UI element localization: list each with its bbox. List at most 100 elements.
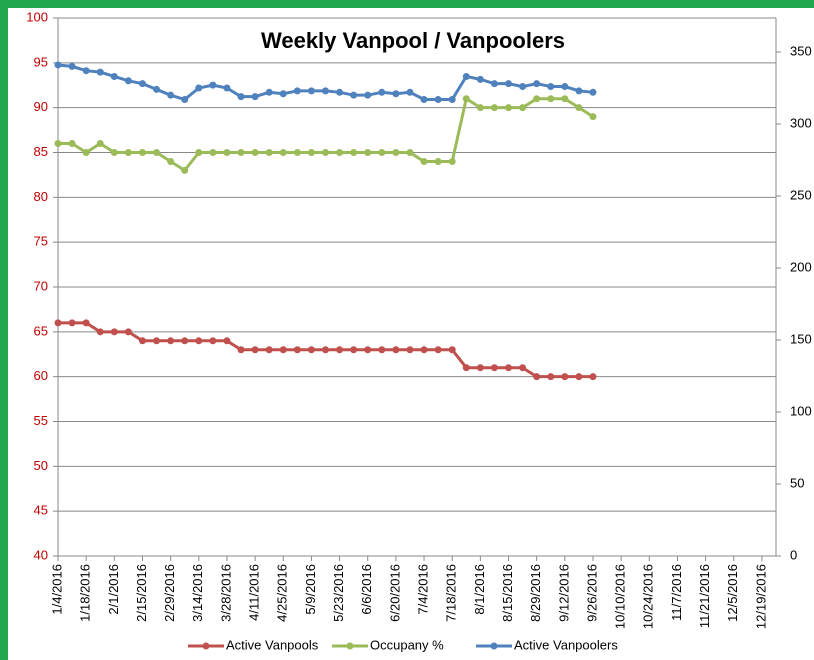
legend-label: Active Vanpools [226,637,319,652]
data-point [54,140,62,148]
data-point [110,328,118,336]
data-point [124,77,132,85]
data-point [392,149,400,156]
data-point [153,149,161,156]
x-tick-label: 7/18/2016 [444,564,459,622]
data-point [167,337,175,345]
y-tick-label: 85 [34,144,48,159]
x-tick-label: 8/15/2016 [500,564,515,622]
data-point [237,346,245,354]
legend-label: Active Vanpoolers [514,637,618,652]
y2-tick-label: 250 [790,187,812,202]
data-point [350,346,358,354]
data-point [533,95,541,103]
legend-marker [202,642,210,650]
data-point [519,104,527,112]
data-point [490,104,498,112]
data-point [68,140,76,148]
data-point [96,140,104,148]
data-point [350,91,358,99]
data-point [195,84,203,92]
y-tick-label: 40 [34,547,48,562]
data-point [589,113,597,121]
data-point [82,67,90,75]
data-point [392,90,400,98]
data-point [448,157,456,165]
data-point [54,61,62,69]
data-point [476,364,484,372]
y-tick-label: 90 [34,99,48,114]
data-point [321,149,329,156]
data-point [181,337,189,345]
data-point [533,80,541,88]
data-point [575,87,583,95]
y2-tick-label: 150 [790,331,812,346]
x-tick-label: 2/29/2016 [162,564,177,622]
x-tick-label: 11/21/2016 [697,564,712,628]
data-point [223,84,231,92]
data-point [307,346,315,354]
data-point [321,87,329,95]
data-point [138,337,146,345]
data-point [448,346,456,354]
data-point [589,373,597,381]
data-point [54,319,62,327]
y-tick-label: 65 [34,323,48,338]
data-point [223,149,231,156]
data-point [505,80,513,88]
x-tick-label: 10/24/2016 [641,564,656,629]
data-point [561,83,569,91]
legend-label: Occupany % [370,637,444,652]
data-point [561,95,569,103]
data-point [138,149,146,156]
data-point [167,91,175,99]
x-tick-label: 9/26/2016 [584,564,599,622]
data-point [448,96,456,104]
y2-tick-label: 100 [790,403,812,418]
data-point [82,149,90,156]
data-point [505,104,513,112]
y2-tick-label: 200 [790,259,812,274]
data-point [378,346,386,354]
data-point [462,95,470,103]
x-tick-label: 12/5/2016 [725,564,740,622]
x-tick-label: 3/28/2016 [218,564,233,622]
data-point [462,364,470,372]
data-point [420,157,428,165]
x-tick-label: 4/11/2016 [247,564,262,621]
data-point [533,373,541,381]
data-point [265,149,273,156]
data-point [406,346,414,354]
x-tick-label: 1/4/2016 [49,564,64,615]
data-point [561,373,569,381]
y-tick-label: 45 [34,503,48,518]
y-tick-label: 100 [26,9,48,24]
y-tick-label: 50 [34,458,48,473]
data-point [547,373,555,381]
data-point [350,149,358,156]
data-point [364,346,372,354]
data-point [251,93,259,101]
data-point [153,337,161,345]
data-point [336,88,344,96]
data-point [575,373,583,381]
data-point [96,328,104,336]
data-point [293,149,301,156]
data-point [406,149,414,156]
y-tick-label: 55 [34,413,48,428]
x-tick-label: 2/15/2016 [134,564,149,622]
data-point [237,149,245,156]
data-point [434,346,442,354]
x-tick-label: 5/23/2016 [331,564,346,622]
data-point [307,87,315,95]
data-point [124,149,132,156]
data-point [476,75,484,83]
y-tick-label: 95 [34,54,48,69]
data-point [547,83,555,91]
data-point [167,157,175,165]
data-point [307,149,315,156]
data-point [589,88,597,96]
data-point [519,364,527,372]
data-point [462,72,470,80]
x-tick-label: 12/19/2016 [753,564,768,629]
